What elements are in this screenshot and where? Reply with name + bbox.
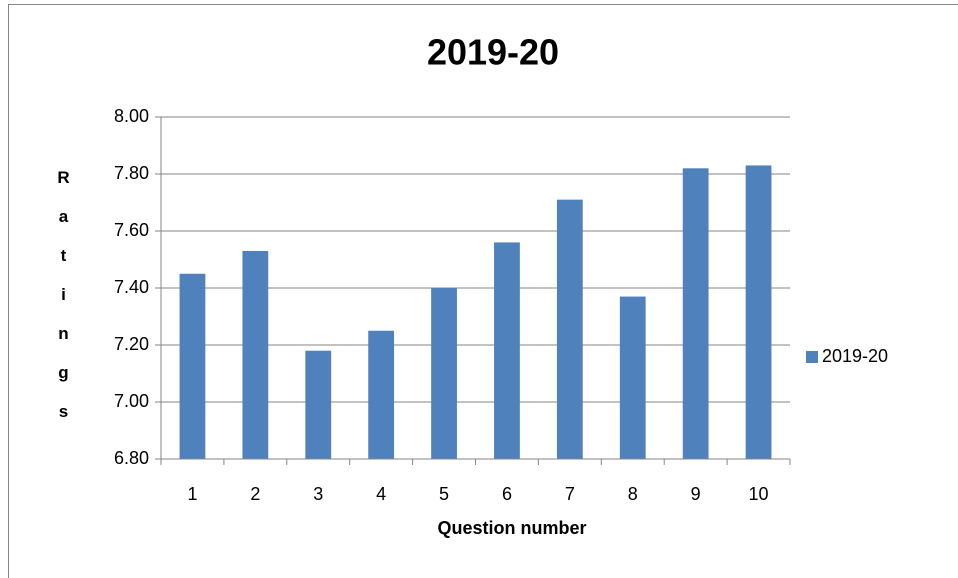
x-tick-label: 4 — [376, 484, 386, 504]
bar — [682, 168, 709, 460]
y-tick-label: 7.20 — [114, 334, 149, 354]
x-tick-label: 9 — [691, 484, 701, 504]
x-tick-label: 2 — [250, 484, 260, 504]
chart-border — [8, 4, 958, 578]
bar — [305, 350, 332, 459]
bar — [619, 296, 646, 459]
legend-swatch — [806, 351, 818, 363]
x-axis-label: Question number — [437, 518, 586, 538]
x-tick-label: 10 — [749, 484, 769, 504]
y-tick-label: 7.80 — [114, 163, 149, 183]
x-tick-label: 6 — [502, 484, 512, 504]
bar — [431, 288, 457, 459]
bar — [242, 250, 269, 459]
x-tick-label: 3 — [313, 484, 323, 504]
bar — [368, 330, 395, 459]
x-tick-label: 5 — [439, 484, 449, 504]
bar — [179, 273, 206, 459]
x-tick-label: 1 — [187, 484, 197, 504]
y-tick-label: 7.00 — [114, 391, 149, 411]
y-tick-label: 8.00 — [114, 106, 149, 126]
chart-title: 2019-20 — [427, 32, 559, 73]
bar — [494, 242, 520, 459]
y-tick-label: 7.40 — [114, 277, 149, 297]
y-tick-label: 6.80 — [114, 448, 149, 468]
legend-label: 2019-20 — [822, 346, 888, 366]
x-tick-label: 7 — [565, 484, 575, 504]
x-tick-label: 8 — [628, 484, 638, 504]
bar — [556, 199, 583, 459]
y-axis-label: Ratings — [54, 168, 73, 441]
bar — [745, 165, 772, 459]
y-tick-label: 7.60 — [114, 220, 149, 240]
